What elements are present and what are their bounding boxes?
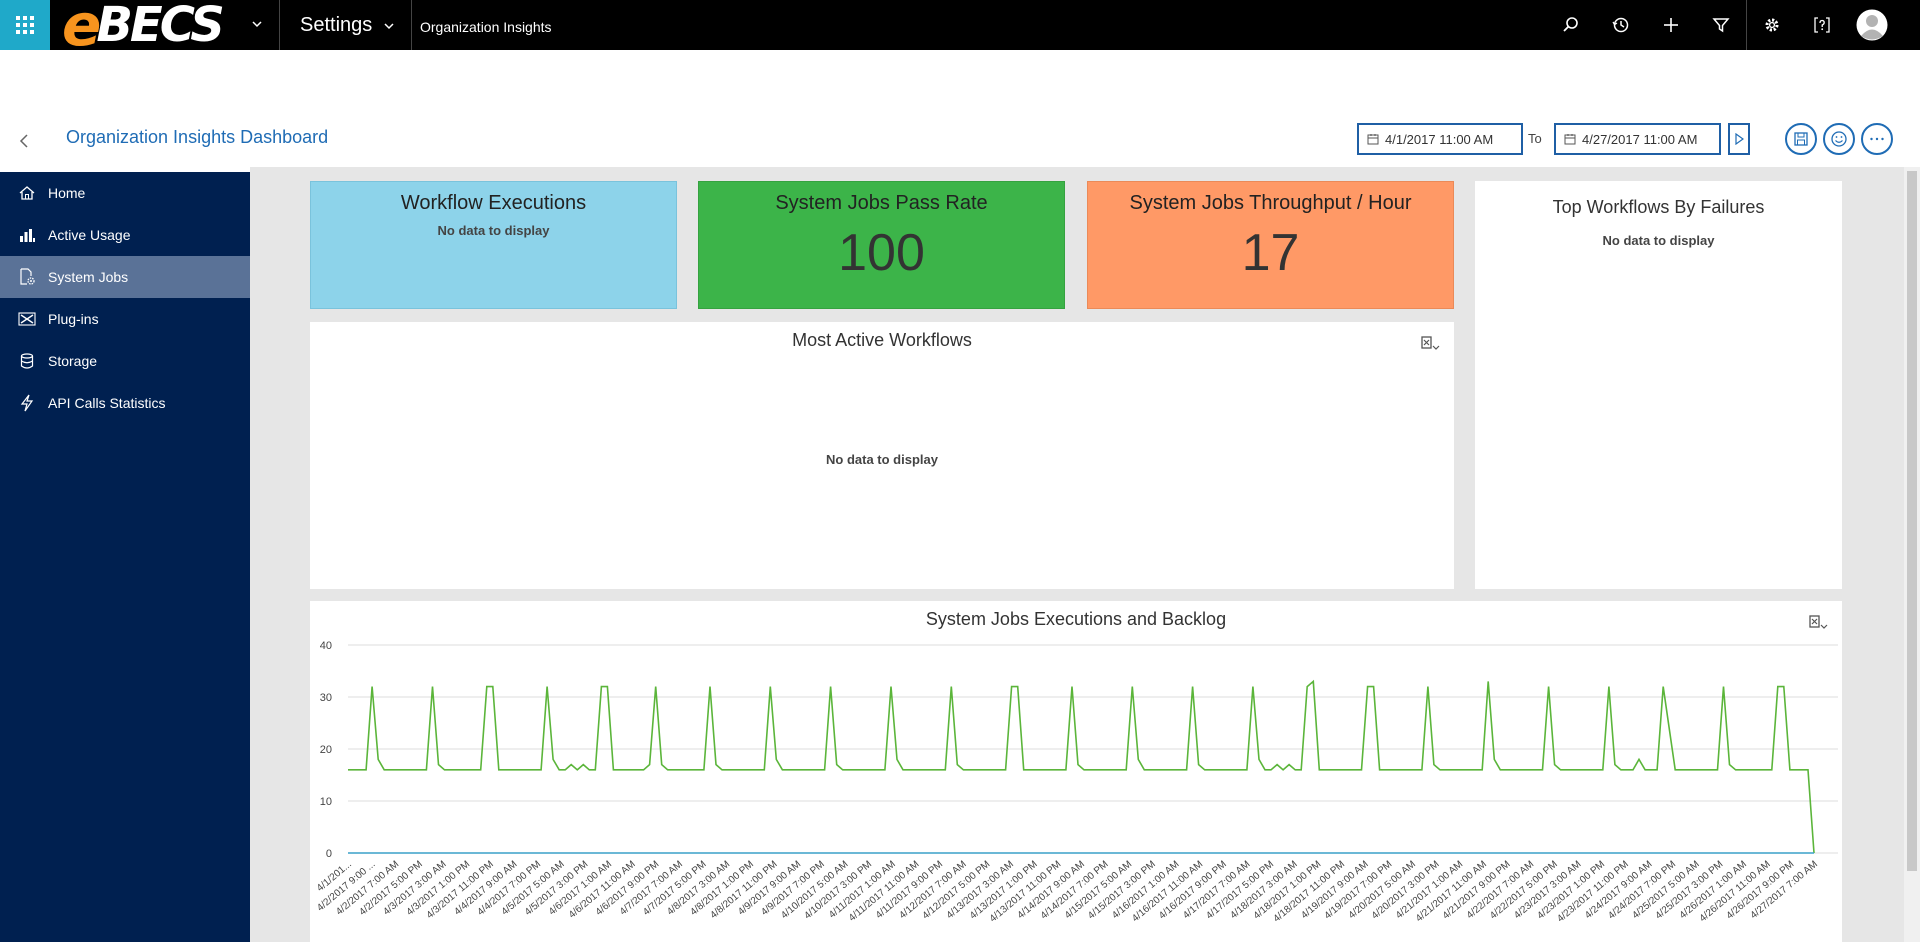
tile-value: 17 (1241, 224, 1300, 282)
apply-date-range-button[interactable] (1728, 123, 1750, 155)
recent-records-button[interactable] (1596, 0, 1646, 50)
calendar-icon (1564, 134, 1576, 145)
panel-title: Top Workflows By Failures (1552, 197, 1765, 217)
y-tick-label: 10 (320, 796, 332, 808)
save-icon (1794, 132, 1808, 146)
search-icon (1563, 17, 1578, 32)
calendar-icon (1367, 134, 1379, 145)
chevron-down-icon (384, 23, 394, 30)
sidebar-item-label: Active Usage (48, 227, 131, 243)
sidebar-item-api-calls-statistics[interactable]: API Calls Statistics (0, 382, 250, 424)
tile-title: System Jobs Pass Rate (775, 192, 988, 214)
lightning-icon (16, 393, 38, 413)
to-date-picker[interactable]: 4/27/2017 11:00 AM (1554, 123, 1721, 155)
dashboard-title-bar: Organization Insights Dashboard 4/1/2017… (0, 117, 1920, 167)
sidebar-item-home[interactable]: Home (0, 172, 250, 214)
no-data-message: No data to display (826, 452, 938, 467)
divider (1746, 0, 1747, 50)
dashboard-area: Workflow Executions No data to display S… (250, 167, 1904, 942)
user-avatar-icon (1856, 9, 1888, 41)
history-icon (1612, 17, 1629, 33)
gear-icon (1765, 18, 1779, 32)
chevron-left-icon (19, 134, 28, 148)
home-icon (16, 183, 38, 203)
filter-icon (1712, 18, 1730, 33)
sidebar-item-storage[interactable]: Storage (0, 340, 250, 382)
plus-icon (1664, 18, 1678, 32)
tile-title: System Jobs Throughput / Hour (1129, 192, 1412, 214)
export-icon[interactable] (1808, 613, 1828, 631)
panel-title: Most Active Workflows (792, 330, 972, 350)
from-date-value: 4/1/2017 11:00 AM (1385, 131, 1494, 147)
area-label: Settings (300, 13, 373, 36)
logo-text: BECS (96, 0, 224, 53)
from-date-picker[interactable]: 4/1/2017 11:00 AM (1357, 123, 1523, 155)
ellipsis-icon (1870, 137, 1884, 141)
advanced-find-button[interactable] (1696, 0, 1746, 50)
to-date-value: 4/27/2017 11:00 AM (1582, 131, 1698, 147)
save-button[interactable] (1785, 123, 1817, 155)
command-icons (1546, 0, 1897, 50)
create-button[interactable] (1646, 0, 1696, 50)
sidebar-item-label: Plug-ins (48, 311, 99, 327)
settings-button[interactable] (1747, 0, 1797, 50)
sidebar-item-label: System Jobs (48, 269, 129, 285)
y-tick-label: 40 (320, 640, 332, 652)
tile-throughput[interactable]: System Jobs Throughput / Hour 17 (1087, 181, 1454, 309)
y-tick-label: 20 (320, 744, 332, 756)
to-label: To (1528, 131, 1542, 146)
feedback-button[interactable] (1823, 123, 1855, 155)
breadcrumb[interactable]: Organization Insights (420, 19, 552, 35)
back-button[interactable] (12, 129, 36, 153)
series-line-executions[interactable] (348, 679, 1815, 854)
smiley-icon (1831, 131, 1847, 147)
sidebar-item-plug-ins[interactable]: Plug-ins (0, 298, 250, 340)
area-menu[interactable]: Settings (280, 0, 412, 50)
plugin-icon (16, 309, 38, 329)
play-icon (1735, 133, 1744, 145)
page-title: Organization Insights Dashboard (66, 127, 329, 147)
sidebar-item-label: Home (48, 185, 86, 201)
panel-system-jobs-executions-backlog: System Jobs Executions and Backlog 0 10 20… (310, 601, 1842, 942)
panel-top-workflows-by-failures: Top Workflows By Failures No data to dis… (1475, 181, 1842, 589)
no-data-message: No data to display (1602, 233, 1715, 248)
export-icon[interactable] (1420, 334, 1440, 352)
sidebar-item-label: Storage (48, 353, 98, 369)
help-icon (1814, 17, 1830, 33)
brand-logo[interactable]: e BECS (50, 0, 280, 59)
panel-most-active-workflows: Most Active Workflows No data to display (310, 322, 1454, 589)
top-navigation-bar: e BECS Settings Organization Insights (0, 0, 1920, 59)
tile-workflow-executions[interactable]: Workflow Executions No data to display (310, 181, 677, 309)
help-button[interactable] (1797, 0, 1847, 50)
waffle-icon (16, 16, 34, 34)
tile-pass-rate[interactable]: System Jobs Pass Rate 100 (698, 181, 1065, 309)
user-profile-button[interactable] (1847, 0, 1897, 50)
logo-e: e (62, 0, 101, 59)
sidebar-item-label: API Calls Statistics (48, 395, 166, 411)
tile-title: Workflow Executions (400, 192, 587, 214)
sidebar: Home Active Usage System Jobs Plug-ins S… (0, 172, 250, 942)
sidebar-item-active-usage[interactable]: Active Usage (0, 214, 250, 256)
app-launcher-button[interactable] (0, 0, 50, 50)
bar-chart-icon (16, 225, 38, 245)
y-tick-label: 0 (326, 848, 332, 860)
y-tick-label: 30 (320, 692, 332, 704)
no-data-message: No data to display (437, 223, 550, 238)
tile-value: 100 (838, 224, 925, 282)
search-button[interactable] (1546, 0, 1596, 50)
more-options-button[interactable] (1861, 123, 1893, 155)
panel-title: System Jobs Executions and Backlog (925, 609, 1227, 629)
system-jobs-icon (16, 267, 38, 287)
vertical-scrollbar[interactable]: ▲ (1904, 167, 1920, 942)
scrollbar-thumb[interactable] (1907, 171, 1917, 871)
sidebar-item-system-jobs[interactable]: System Jobs (0, 256, 250, 298)
chevron-down-icon (252, 21, 262, 28)
database-icon (16, 351, 38, 371)
